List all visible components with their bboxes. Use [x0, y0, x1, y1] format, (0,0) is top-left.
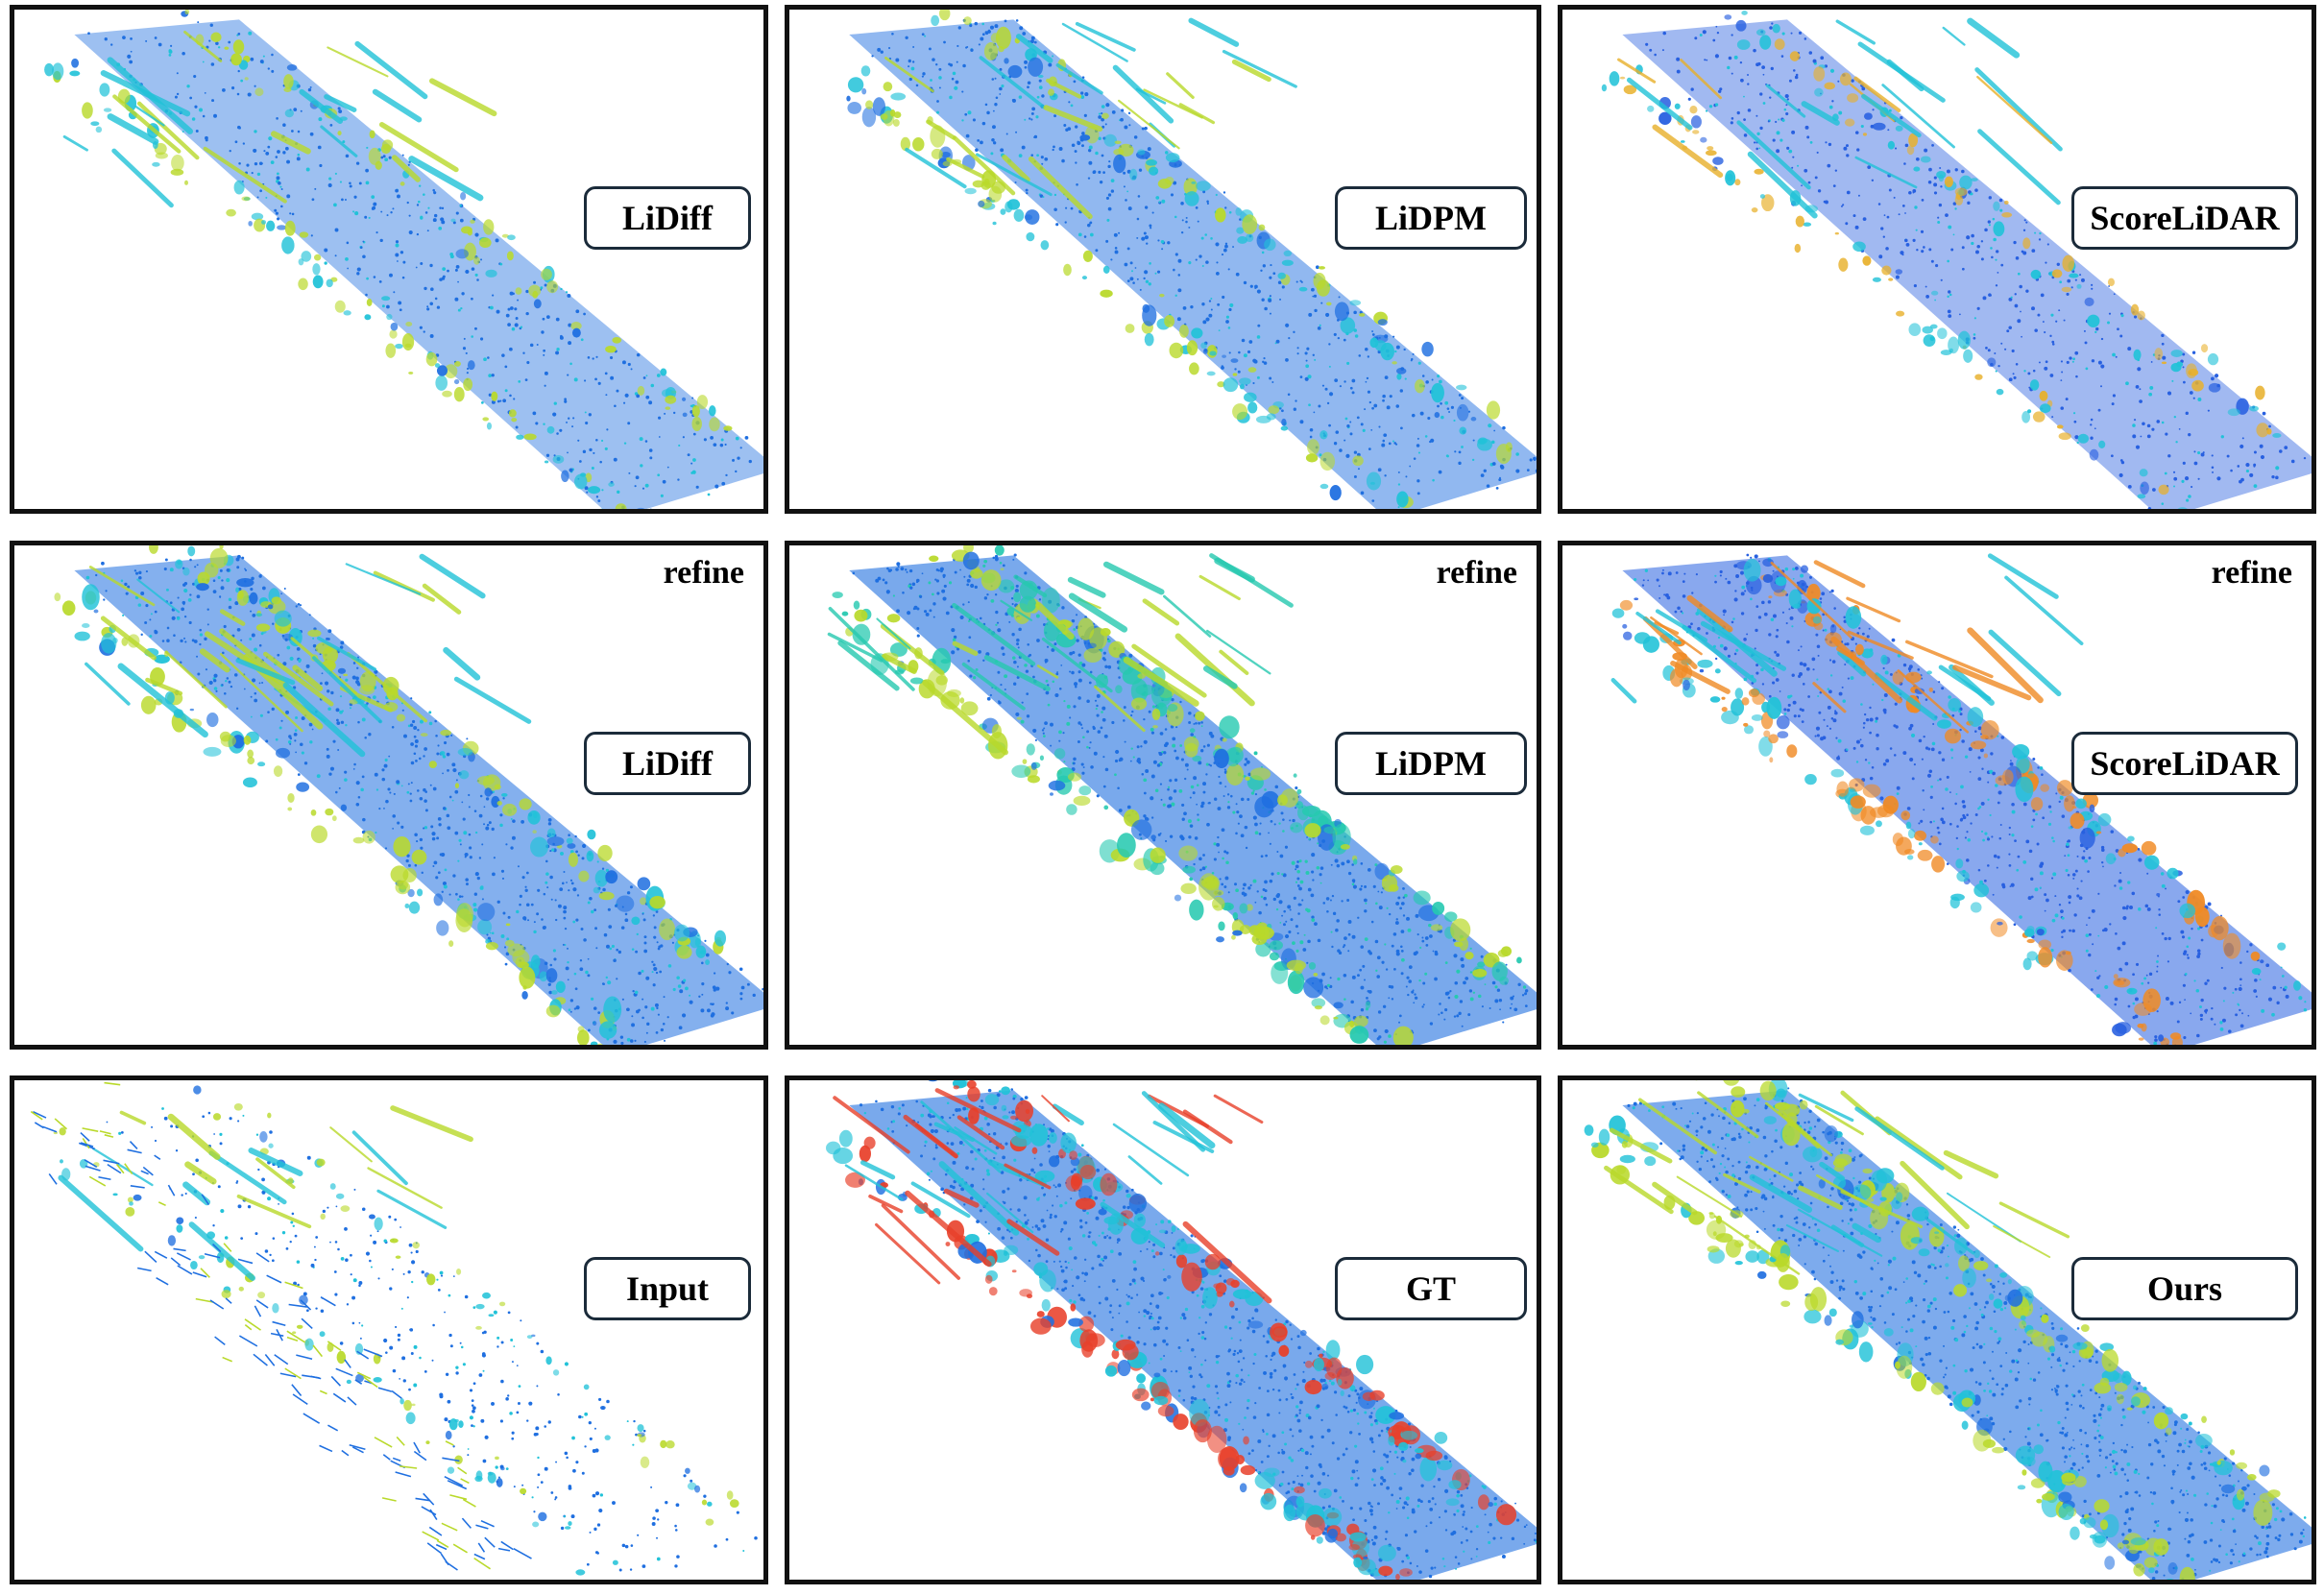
panel-lidiff: LiDiff	[10, 5, 768, 514]
method-label-lidiff-refine: LiDiff	[584, 732, 751, 795]
method-label-gt: GT	[1335, 1257, 1527, 1320]
method-label-scorelidar-refine: ScoreLiDAR	[2071, 732, 2298, 795]
point-cloud-scorelidar-refine	[1610, 553, 2312, 1045]
panel-scorelidar-refine: refine ScoreLiDAR	[1558, 541, 2316, 1050]
point-cloud-ours	[1584, 1080, 2312, 1580]
method-label-ours: Ours	[2071, 1257, 2298, 1320]
method-label-lidiff: LiDiff	[584, 186, 751, 250]
point-cloud-lidpm	[846, 10, 1537, 509]
refine-tag: refine	[1436, 555, 1517, 591]
panel-gt: GT	[785, 1075, 1541, 1584]
panel-input: Input	[10, 1075, 768, 1584]
panel-lidpm: LiDPM	[785, 5, 1541, 514]
point-cloud-input	[30, 1081, 758, 1576]
point-cloud-lidiff-refine	[54, 545, 763, 1045]
point-cloud-scorelidar	[1601, 10, 2312, 509]
method-label-lidpm: LiDPM	[1335, 186, 1527, 250]
panel-scorelidar: ScoreLiDAR	[1558, 5, 2316, 514]
point-cloud-gt	[826, 1080, 1537, 1580]
refine-tag: refine	[2211, 555, 2292, 591]
panel-lidpm-refine: refine LiDPM	[785, 541, 1541, 1050]
method-label-lidpm-refine: LiDPM	[1335, 732, 1527, 795]
point-cloud-lidiff	[44, 10, 763, 509]
method-label-input: Input	[584, 1257, 751, 1320]
method-label-scorelidar: ScoreLiDAR	[2071, 186, 2298, 250]
panel-lidiff-refine: refine LiDiff	[10, 541, 768, 1050]
point-cloud-lidpm-refine	[827, 545, 1537, 1045]
panel-ours: Ours	[1558, 1075, 2316, 1584]
refine-tag: refine	[663, 555, 744, 591]
